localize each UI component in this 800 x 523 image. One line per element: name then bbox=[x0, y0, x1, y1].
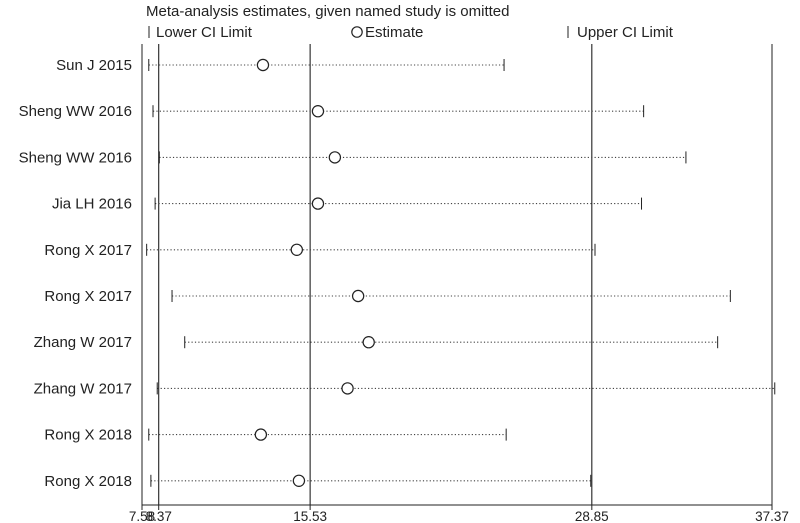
study-label-1: Sheng WW 2016 bbox=[19, 103, 132, 120]
study-label-7: Zhang W 2017 bbox=[34, 380, 132, 397]
x-tick-label-4: 37.37 bbox=[755, 509, 789, 523]
legend: Lower CI Limit Estimate Upper CI Limit bbox=[148, 24, 674, 41]
estimate-point-3 bbox=[311, 197, 325, 210]
legend-estimate-label: Estimate bbox=[365, 24, 423, 41]
estimate-point-8 bbox=[254, 428, 268, 441]
study-label-0: Sun J 2015 bbox=[56, 57, 132, 74]
study-label-2: Sheng WW 2016 bbox=[19, 149, 132, 166]
estimate-point-0 bbox=[256, 58, 270, 72]
plot-area: 7.588.37 15.53 28.85 37.37 Sun J 2015 Sheng W… bbox=[19, 44, 789, 523]
legend-upper-label: Upper CI Limit bbox=[577, 24, 674, 41]
estimate-point-7 bbox=[341, 382, 354, 395]
legend-lower-label: Lower CI Limit bbox=[156, 24, 253, 41]
study-label-9: Rong X 2018 bbox=[44, 473, 132, 490]
x-tick-label-1: 8.37 bbox=[146, 509, 172, 523]
chart-title: Meta-analysis estimates, given named stu… bbox=[146, 3, 510, 20]
x-tick-label-0: 7.58 bbox=[129, 509, 155, 523]
study-label-4: Rong X 2017 bbox=[44, 242, 132, 259]
legend-estimate-marker bbox=[351, 26, 363, 38]
study-label-3: Jia LH 2016 bbox=[52, 196, 132, 213]
study-label-6: Zhang W 2017 bbox=[34, 334, 132, 351]
estimate-point-4 bbox=[290, 243, 304, 256]
x-tick-label-3: 28.85 bbox=[575, 509, 609, 523]
estimate-point-2 bbox=[328, 151, 342, 164]
estimate-point-5 bbox=[351, 289, 365, 303]
study-label-8: Rong X 2018 bbox=[44, 427, 132, 444]
x-tick-label-2: 15.53 bbox=[293, 509, 327, 523]
estimate-point-1 bbox=[311, 104, 325, 118]
estimate-point-9 bbox=[292, 474, 306, 487]
study-label-5: Rong X 2017 bbox=[44, 288, 132, 305]
estimate-point-6 bbox=[362, 336, 375, 349]
